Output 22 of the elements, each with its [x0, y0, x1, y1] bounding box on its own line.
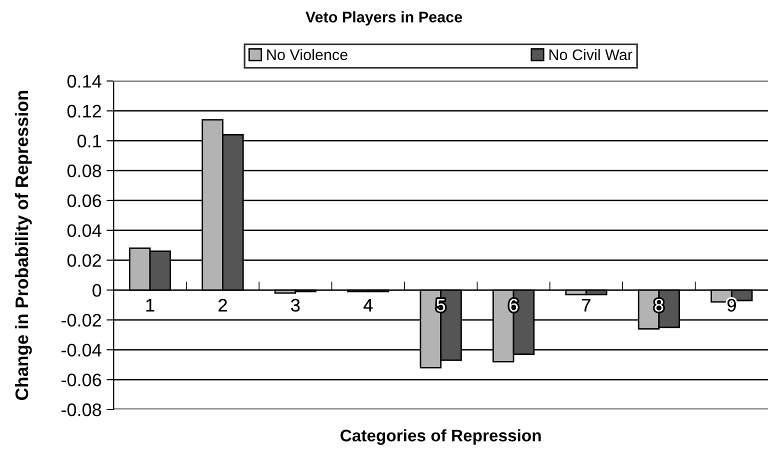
y-tick-label: 0.1: [77, 134, 101, 148]
y-tick-label: 0: [92, 284, 102, 297]
x-tick-label: 1: [146, 299, 154, 312]
y-tick-label: 0.14: [67, 74, 102, 88]
x-tick-label: 2: [218, 298, 227, 312]
x-axis-title: Categories of Repression: [340, 429, 541, 445]
y-tick-label: -0.04: [62, 344, 102, 356]
x-tick-label: 4: [364, 299, 373, 312]
chart-title: Veto Players in Peace: [306, 11, 462, 26]
legend-label: No Civil War: [549, 48, 632, 60]
x-tick-label: 7: [582, 299, 590, 312]
y-tick-label: 0.02: [67, 254, 101, 267]
y-tick-label: -0.06: [62, 374, 102, 386]
y-tick-label: 0.06: [67, 194, 102, 208]
y-tick-label: 0.12: [67, 104, 101, 118]
y-tick-label: 0.08: [67, 164, 102, 178]
y-tick-label: -0.08: [62, 403, 102, 416]
y-tick-label: -0.02: [62, 314, 101, 327]
y-axis-title: Change in Probability of Repression: [14, 90, 32, 400]
x-tick-label: 3: [291, 298, 300, 312]
legend-label: No Violence: [267, 48, 348, 60]
y-tick-label: 0.04: [67, 224, 102, 238]
